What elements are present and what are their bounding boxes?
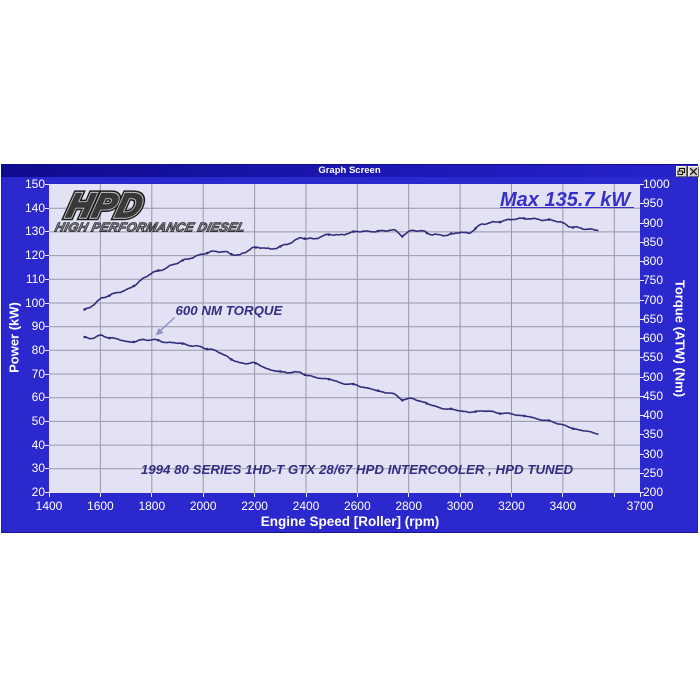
svg-text:HIGH PERFORMANCE DIESEL: HIGH PERFORMANCE DIESEL [53, 220, 247, 235]
svg-text:HPD: HPD [63, 187, 147, 224]
svg-text:HPD: HPD [63, 187, 147, 224]
svg-text:HPD: HPD [63, 187, 147, 224]
